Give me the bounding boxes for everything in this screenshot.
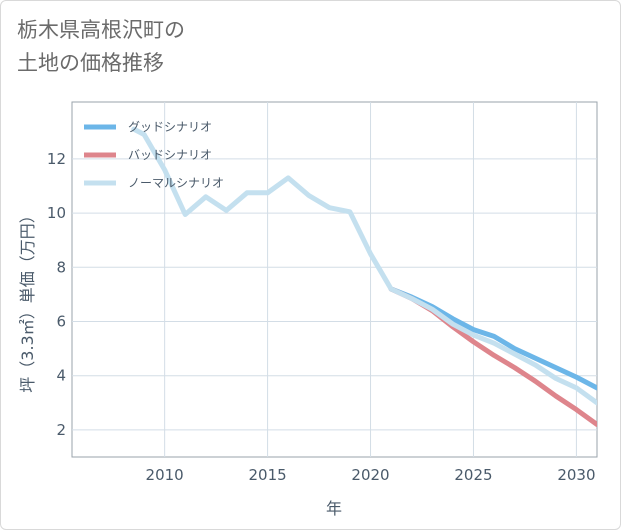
x-tick-label: 2025 (454, 466, 492, 484)
chart-title-line-1: 栃木県高根沢町の (17, 18, 185, 42)
x-axis-label: 年 (326, 499, 342, 518)
y-tick-label: 8 (56, 258, 66, 276)
gridlines (72, 102, 597, 457)
y-tick-label: 6 (56, 313, 66, 331)
y-tick-label: 2 (56, 421, 66, 439)
series-line-normal (131, 126, 597, 406)
legend-label-good: グッドシナリオ (128, 120, 212, 134)
legend-label-normal: ノーマルシナリオ (128, 176, 224, 190)
x-tick-label: 2030 (557, 466, 595, 484)
y-axis-label: 坪（3.3㎡）単価（万円） (18, 207, 37, 392)
chart-title: 栃木県高根沢町の 土地の価格推移 (17, 14, 185, 80)
tick-labels: 2010 2015 2020 2025 2030 2 4 6 8 10 12 (47, 150, 596, 484)
x-tick-label: 2015 (248, 466, 286, 484)
y-tick-label: 10 (47, 204, 66, 222)
legend-label-bad: バッドシナリオ (128, 148, 212, 162)
x-tick-label: 2020 (351, 466, 389, 484)
y-tick-label: 12 (47, 150, 66, 168)
y-tick-label: 4 (56, 367, 66, 385)
series-lines (131, 126, 597, 427)
x-tick-label: 2010 (146, 466, 184, 484)
chart-title-line-2: 土地の価格推移 (17, 51, 164, 75)
